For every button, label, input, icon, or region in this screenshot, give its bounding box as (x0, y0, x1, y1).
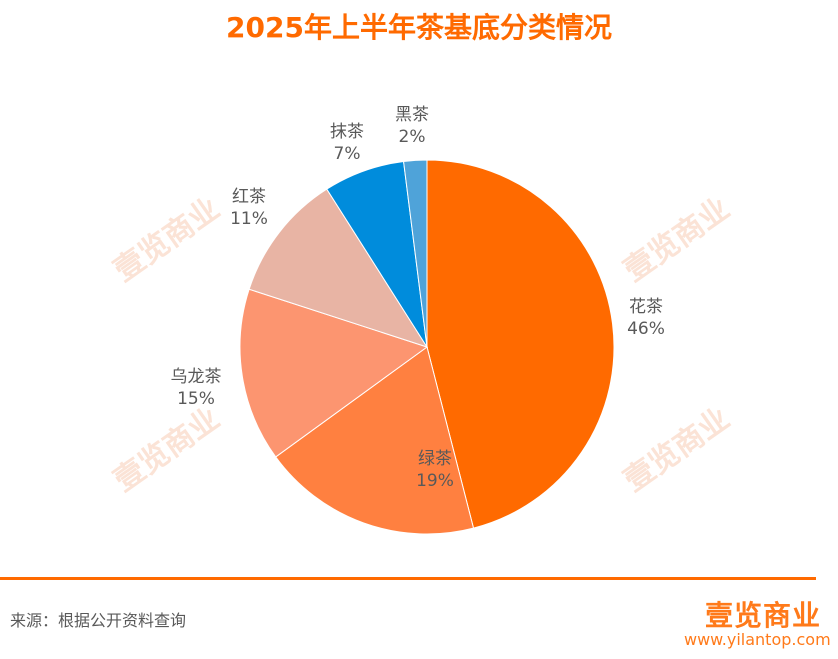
label-huacha: 花茶 46% (627, 297, 665, 339)
pie-slice-3 (248, 188, 429, 348)
label-hongcha: 红茶 11% (230, 187, 268, 229)
chart-title: 2025年上半年茶基底分类情况 (226, 11, 612, 44)
source-note: 来源：根据公开资料查询 (10, 611, 187, 630)
pie-slice-1 (275, 346, 475, 535)
brand-logo: 壹览商业 (705, 599, 822, 632)
pie-slice-0 (426, 159, 615, 529)
pie-slice-5 (403, 159, 428, 348)
pie-slice-2 (239, 288, 429, 458)
label-heicha: 黑茶 2% (395, 105, 429, 147)
label-wulongcha: 乌龙茶 15% (170, 367, 222, 409)
label-mocha: 抹茶 7% (330, 122, 364, 164)
brand-url[interactable]: www.yilantop.com (684, 630, 831, 649)
footer-divider (0, 577, 816, 580)
label-lvcha: 绿茶 19% (416, 449, 454, 491)
